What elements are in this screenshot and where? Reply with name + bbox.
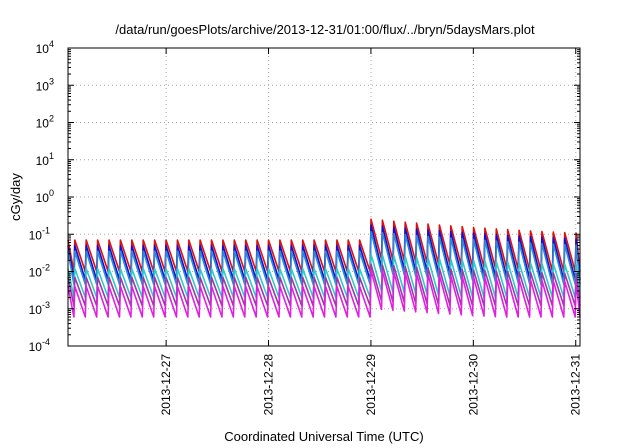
y-tick-label: 101: [36, 151, 54, 168]
x-tick-label: 2013-12-28: [262, 354, 276, 416]
y-tick-label: 103: [36, 76, 54, 93]
x-axis: 2013-12-27 2013-12-28 2013-12-29 2013-12-30…: [159, 48, 583, 415]
x-tick-label: 2013-12-30: [466, 354, 480, 416]
y-tick-label: 10-4: [29, 337, 50, 354]
y-tick-label: 102: [36, 114, 54, 131]
y-tick-label: 100: [36, 188, 54, 205]
y-axis: 10-4 10-3 10-2 10-1 100 101 102 103 104: [29, 39, 580, 354]
y-tick-label: 10-2: [29, 263, 50, 280]
series-layer: [67, 218, 581, 318]
chart-title: /data/run/goesPlots/archive/2013-12-31/0…: [115, 22, 535, 37]
x-tick-label: 2013-12-29: [364, 354, 378, 416]
y-axis-label: cGy/day: [8, 173, 23, 221]
y-tick-label: 104: [36, 39, 54, 56]
series-line-6: [67, 269, 581, 318]
x-tick-label: 2013-12-27: [159, 354, 173, 416]
y-tick-label: 10-3: [29, 300, 50, 317]
x-axis-label: Coordinated Universal Time (UTC): [224, 429, 423, 444]
x-tick-label: 2013-12-31: [569, 354, 583, 416]
y-tick-label: 10-1: [29, 225, 50, 242]
